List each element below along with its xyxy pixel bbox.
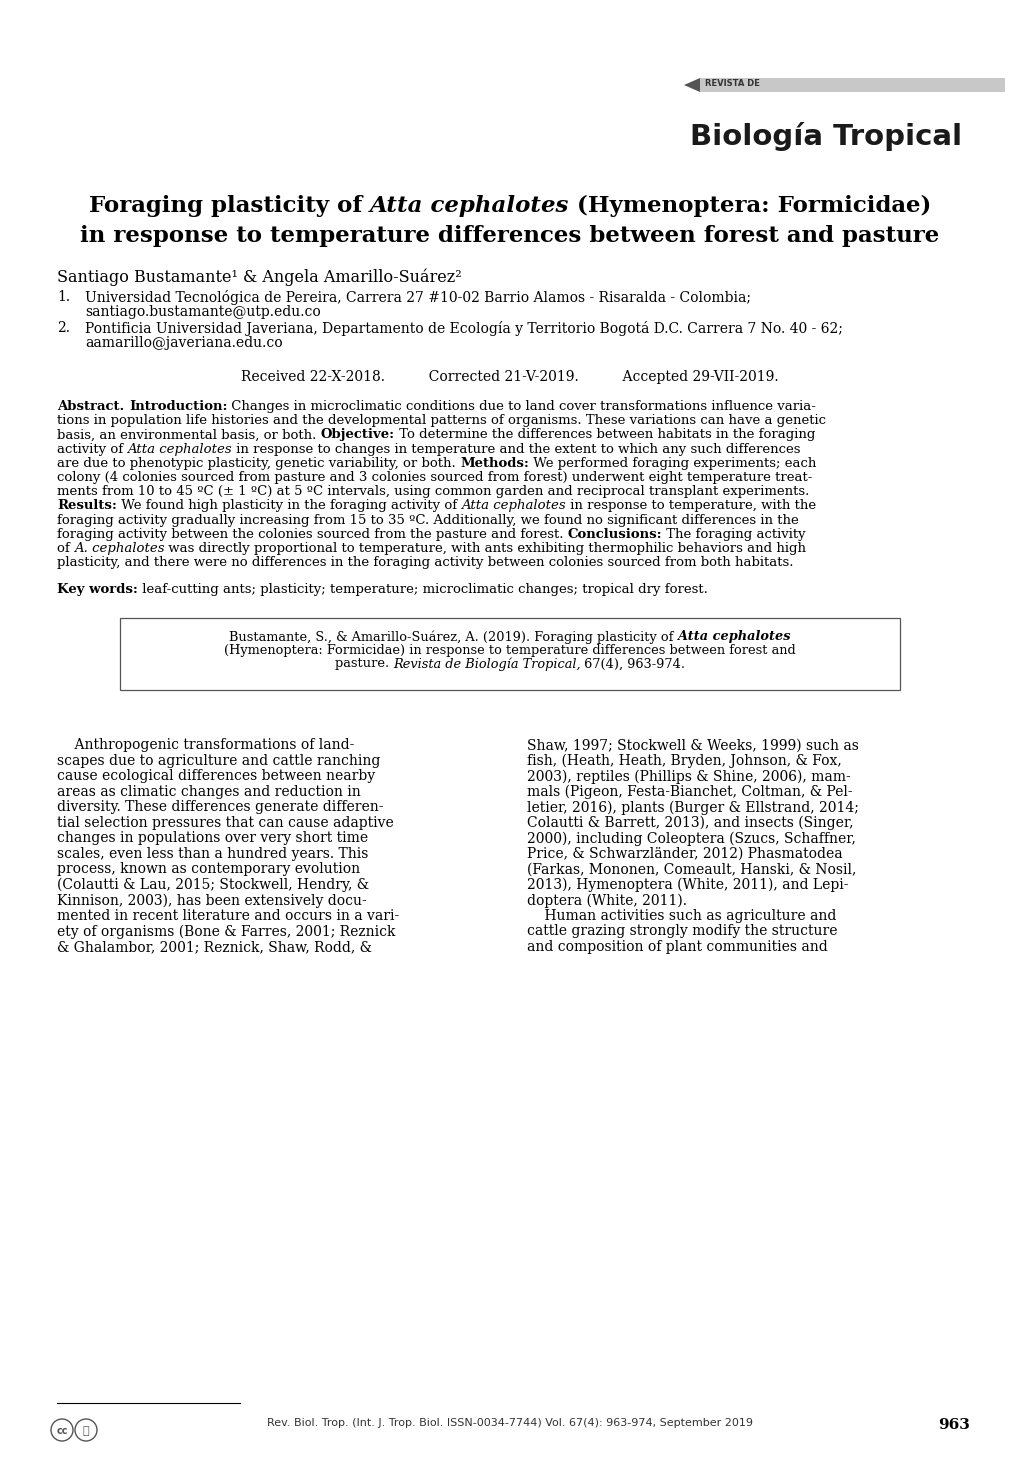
Text: basis, an environmental basis, or both.: basis, an environmental basis, or both. [57, 428, 320, 441]
Text: cc: cc [56, 1426, 67, 1437]
Text: foraging activity gradually increasing from 15 to 35 ºC. Additionally, we found : foraging activity gradually increasing f… [57, 514, 798, 526]
Text: mented in recent literature and occurs in a vari-: mented in recent literature and occurs i… [57, 909, 398, 922]
Bar [699, 79, 1004, 92]
Bar [120, 618, 899, 691]
Text: santiago.bustamante@utp.edu.co: santiago.bustamante@utp.edu.co [85, 305, 320, 319]
Text: Colautti & Barrett, 2013), and insects (Singer,: Colautti & Barrett, 2013), and insects (… [527, 816, 853, 830]
Text: fish, (Heath, Heath, Bryden, Johnson, & Fox,: fish, (Heath, Heath, Bryden, Johnson, & … [527, 753, 841, 768]
Text: Abstract.: Abstract. [57, 401, 128, 412]
Text: A. cephalotes: A. cephalotes [74, 542, 164, 555]
Text: 67(4), 963-974.: 67(4), 963-974. [580, 657, 685, 670]
Text: Revista de Biología Tropical,: Revista de Biología Tropical, [392, 657, 580, 670]
Text: pasture.: pasture. [334, 657, 392, 670]
Text: Shaw, 1997; Stockwell & Weeks, 1999) such as: Shaw, 1997; Stockwell & Weeks, 1999) suc… [527, 739, 858, 752]
Text: Results:: Results: [57, 500, 117, 513]
Text: in response to changes in temperature and the extent to which any such differenc: in response to changes in temperature an… [231, 443, 800, 456]
Text: areas as climatic changes and reduction in: areas as climatic changes and reduction … [57, 785, 361, 798]
Text: Pontificia Universidad Javeriana, Departamento de Ecología y Territorio Bogotá D: Pontificia Universidad Javeriana, Depart… [85, 321, 842, 337]
Text: 2.: 2. [57, 321, 70, 335]
Text: Biología Tropical: Biología Tropical [689, 122, 961, 152]
Text: Introduction:: Introduction: [128, 401, 227, 412]
Text: 963: 963 [937, 1418, 969, 1432]
Text: Changes in microclimatic conditions due to land cover transformations influence : Changes in microclimatic conditions due … [227, 401, 815, 412]
Text: aamarillo@javeriana.edu.co: aamarillo@javeriana.edu.co [85, 337, 282, 350]
Text: mals (Pigeon, Festa-Bianchet, Coltman, & Pel-: mals (Pigeon, Festa-Bianchet, Coltman, &… [527, 785, 852, 800]
Text: tions in population life histories and the developmental patterns of organisms. : tions in population life histories and t… [57, 414, 825, 427]
Text: plasticity, and there were no differences in the foraging activity between colon: plasticity, and there were no difference… [57, 557, 793, 570]
Circle shape [51, 1419, 73, 1441]
Text: 2013), Hymenoptera (White, 2011), and Lepi-: 2013), Hymenoptera (White, 2011), and Le… [527, 879, 848, 892]
Text: Kinnison, 2003), has been extensively docu-: Kinnison, 2003), has been extensively do… [57, 893, 367, 908]
Text: scales, even less than a hundred years. This: scales, even less than a hundred years. … [57, 847, 368, 861]
Text: ⓑ: ⓑ [83, 1426, 90, 1437]
Text: Rev. Biol. Trop. (Int. J. Trop. Biol. ISSN-0034-7744) Vol. 67(4): 963-974, Septe: Rev. Biol. Trop. (Int. J. Trop. Biol. IS… [267, 1418, 752, 1428]
Text: are due to phenotypic plasticity, genetic variability, or both.: are due to phenotypic plasticity, geneti… [57, 457, 460, 469]
Text: and composition of plant communities and: and composition of plant communities and [527, 940, 827, 954]
Text: To determine the differences between habitats in the foraging: To determine the differences between hab… [394, 428, 814, 441]
Text: colony (4 colonies sourced from pasture and 3 colonies sourced from forest) unde: colony (4 colonies sourced from pasture … [57, 471, 811, 484]
Text: Received 22-X-2018.          Corrected 21-V-2019.          Accepted 29-VII-2019.: Received 22-X-2018. Corrected 21-V-2019.… [240, 370, 779, 385]
Text: Universidad Tecnológica de Pereira, Carrera 27 #10-02 Barrio Alamos - Risaralda : Universidad Tecnológica de Pereira, Carr… [85, 290, 750, 305]
Text: process, known as contemporary evolution: process, known as contemporary evolution [57, 863, 360, 877]
Text: 1.: 1. [57, 290, 70, 305]
Text: We found high plasticity in the foraging activity of: We found high plasticity in the foraging… [117, 500, 461, 513]
Text: leaf-cutting ants; plasticity; temperature; microclimatic changes; tropical dry : leaf-cutting ants; plasticity; temperatu… [138, 583, 707, 596]
Text: (Hymenoptera: Formicidae) in response to temperature differences between forest : (Hymenoptera: Formicidae) in response to… [224, 644, 795, 657]
Text: Atta cephalotes: Atta cephalotes [461, 500, 566, 513]
Circle shape [75, 1419, 97, 1441]
Text: of: of [57, 542, 74, 555]
Text: We performed foraging experiments; each: We performed foraging experiments; each [529, 457, 815, 469]
Text: cattle grazing strongly modify the structure: cattle grazing strongly modify the struc… [527, 924, 837, 938]
Text: REVISTA DE: REVISTA DE [704, 79, 759, 87]
Text: letier, 2016), plants (Burger & Ellstrand, 2014;: letier, 2016), plants (Burger & Ellstran… [527, 800, 858, 814]
Text: doptera (White, 2011).: doptera (White, 2011). [527, 893, 687, 908]
Text: Foraging plasticity of: Foraging plasticity of [89, 195, 370, 217]
Text: & Ghalambor, 2001; Reznick, Shaw, Rodd, &: & Ghalambor, 2001; Reznick, Shaw, Rodd, … [57, 940, 372, 954]
Text: 2003), reptiles (Phillips & Shine, 2006), mam-: 2003), reptiles (Phillips & Shine, 2006)… [527, 769, 850, 784]
Text: The foraging activity: The foraging activity [661, 527, 805, 541]
Text: Santiago Bustamante¹ & Angela Amarillo-Suárez²: Santiago Bustamante¹ & Angela Amarillo-S… [57, 268, 462, 286]
Text: activity of: activity of [57, 443, 127, 456]
Text: diversity. These differences generate differen-: diversity. These differences generate di… [57, 800, 383, 814]
Text: Objective:: Objective: [320, 428, 394, 441]
Text: in response to temperature differences between forest and pasture: in response to temperature differences b… [81, 224, 938, 248]
Text: Price, & Schwarzländer, 2012) Phasmatodea: Price, & Schwarzländer, 2012) Phasmatode… [527, 847, 842, 861]
Text: in response to temperature, with the: in response to temperature, with the [566, 500, 815, 513]
Text: Conclusions:: Conclusions: [568, 527, 661, 541]
Text: changes in populations over very short time: changes in populations over very short t… [57, 832, 368, 845]
Text: cause ecological differences between nearby: cause ecological differences between nea… [57, 769, 375, 784]
Text: scapes due to agriculture and cattle ranching: scapes due to agriculture and cattle ran… [57, 753, 380, 768]
Text: Human activities such as agriculture and: Human activities such as agriculture and [527, 909, 836, 922]
Text: (Farkas, Mononen, Comeault, Hanski, & Nosil,: (Farkas, Mononen, Comeault, Hanski, & No… [527, 863, 856, 877]
Text: Atta cephalotes: Atta cephalotes [127, 443, 231, 456]
Text: Key words:: Key words: [57, 583, 138, 596]
Text: Atta cephalotes: Atta cephalotes [370, 195, 569, 217]
Text: Bustamante, S., & Amarillo-Suárez, A. (2019). Foraging plasticity of: Bustamante, S., & Amarillo-Suárez, A. (2… [229, 631, 678, 644]
Text: Anthropogenic transformations of land-: Anthropogenic transformations of land- [57, 739, 354, 752]
Text: ety of organisms (Bone & Farres, 2001; Reznick: ety of organisms (Bone & Farres, 2001; R… [57, 924, 395, 938]
Text: Atta cephalotes: Atta cephalotes [678, 631, 790, 644]
Text: (Colautti & Lau, 2015; Stockwell, Hendry, &: (Colautti & Lau, 2015; Stockwell, Hendry… [57, 879, 369, 892]
Polygon shape [684, 79, 699, 92]
Text: 2000), including Coleoptera (Szucs, Schaffner,: 2000), including Coleoptera (Szucs, Scha… [527, 832, 855, 847]
Text: Methods:: Methods: [460, 457, 529, 469]
Text: ments from 10 to 45 ºC (± 1 ºC) at 5 ºC intervals, using common garden and recip: ments from 10 to 45 ºC (± 1 ºC) at 5 ºC … [57, 485, 809, 498]
Text: tial selection pressures that can cause adaptive: tial selection pressures that can cause … [57, 816, 393, 830]
Text: (Hymenoptera: Formicidae): (Hymenoptera: Formicidae) [569, 195, 930, 217]
Text: was directly proportional to temperature, with ants exhibiting thermophilic beha: was directly proportional to temperature… [164, 542, 806, 555]
Text: foraging activity between the colonies sourced from the pasture and forest.: foraging activity between the colonies s… [57, 527, 568, 541]
